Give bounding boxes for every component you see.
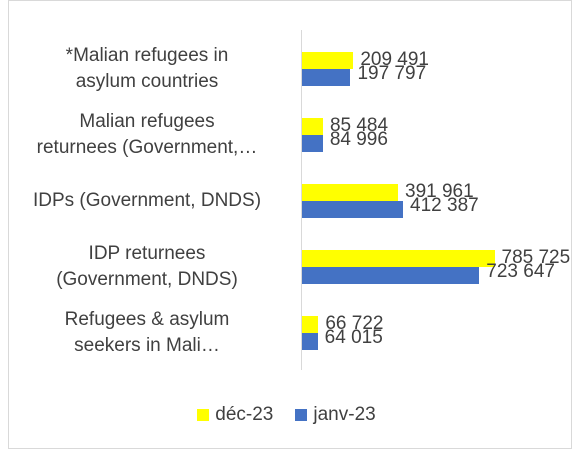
category-label: IDPs (Government, DNDS): [32, 190, 262, 211]
legend-label-janv-23: janv-23: [313, 404, 376, 425]
bar-d-c-23: [302, 250, 495, 267]
bar-d-c-23: [302, 118, 323, 135]
bar-d-c-23: [302, 52, 354, 69]
bar-janv-23: [302, 333, 318, 350]
legend: déc-23 janv-23: [0, 404, 573, 426]
data-label-janv-23: 84 996: [329, 129, 388, 150]
category-label: IDP returnees (Government, DNDS): [56, 243, 238, 290]
data-label-d-c-23: 209 491: [360, 49, 429, 70]
legend-label-dec-23: déc-23: [215, 404, 274, 425]
chart-frame: [8, 0, 572, 449]
legend-swatch-janv-23: [295, 409, 308, 421]
data-label-d-c-23: 66 722: [325, 313, 384, 334]
data-label-d-c-23: 391 961: [405, 181, 474, 202]
data-label-d-c-23: 85 484: [329, 115, 389, 136]
category-label: Malian refugees returnees (Government,…: [36, 111, 258, 158]
data-label-janv-23: 723 647: [486, 261, 555, 282]
data-label-d-c-23: 785 725: [501, 247, 571, 268]
data-label-janv-23: 197 797: [357, 63, 427, 84]
data-label-janv-23: 64 015: [324, 327, 383, 348]
legend-item-janv-23: janv-23: [295, 404, 376, 426]
bar-d-c-23: [302, 316, 319, 333]
category-label: *Malian refugees in asylum countries: [65, 45, 229, 92]
legend-swatch-dec-23: [197, 409, 210, 421]
bar-janv-23: [302, 69, 351, 86]
bar-d-c-23: [302, 184, 399, 201]
data-label-janv-23: 412 387: [410, 195, 479, 216]
bar-janv-23: [302, 267, 480, 284]
category-label: Refugees & asylum seekers in Mali…: [64, 309, 230, 356]
legend-item-dec-23: déc-23: [197, 404, 273, 426]
bar-janv-23: [302, 201, 404, 218]
bar-janv-23: [302, 135, 323, 152]
category-axis-line: [301, 30, 302, 370]
